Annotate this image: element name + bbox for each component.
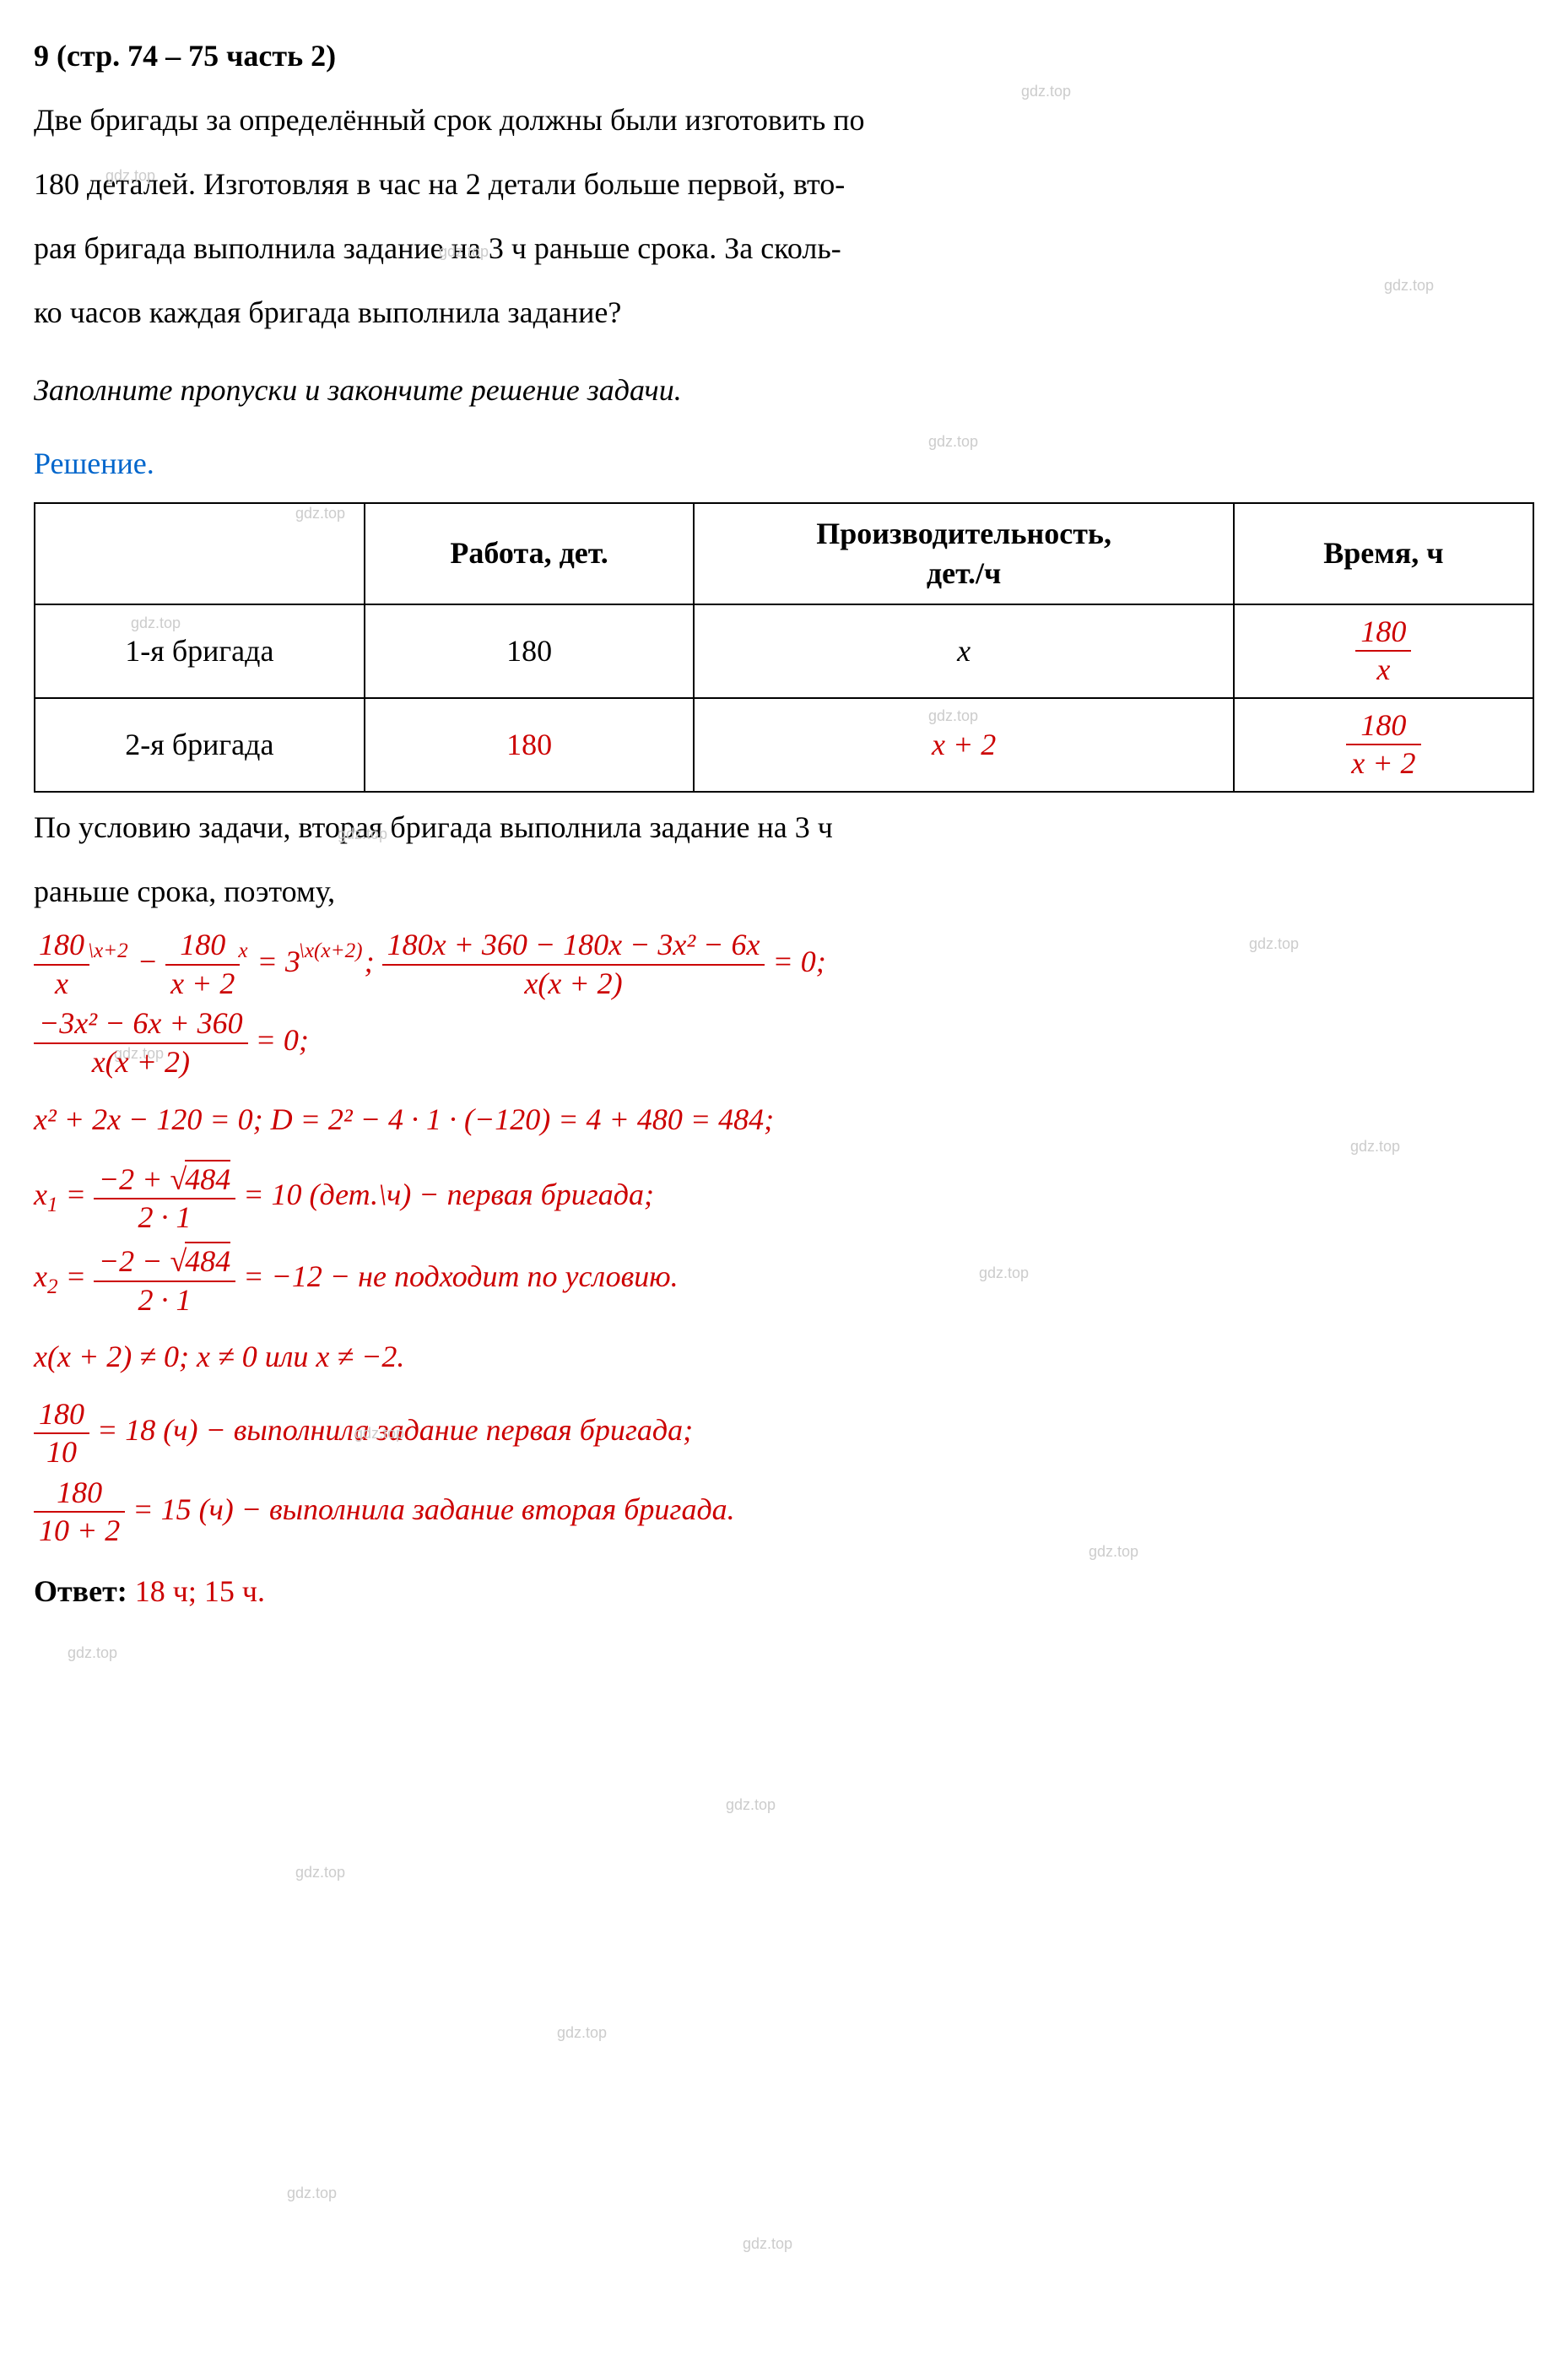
sqrt-icon: 484 [170,1242,230,1279]
eq7-num: 180 [34,1398,89,1435]
watermark-text: gdz.top [726,1790,776,1820]
problem-number: 9 (стр. 74 – 75 часть 2) [34,25,1534,86]
eq2-num: −3x² − 6x + 360 [34,1007,248,1044]
eq4-sub: 1 [47,1194,58,1216]
eq2-den: x(x + 2) [34,1044,248,1080]
row1-rate: x [694,604,1233,698]
eq1-frac2-den: x + 2 [165,966,240,1001]
table-row: 1-я бригада 180 x 180 x [35,604,1533,698]
eq4-eq: = [66,1178,94,1211]
eq1-frac1-num: 180 [34,929,89,966]
problem-text-4: ко часов каждая бригада выполнила задани… [34,282,1534,343]
eq8-result: = 15 (ч) − выполнила задание вторая бриг… [132,1492,734,1526]
eq4-result: = 10 (дет.\ч) − первая бригада; [243,1178,654,1211]
eq1-frac3-num: 180x + 360 − 180x − 3x² − 6x [382,929,765,966]
watermark-text: gdz.top [287,2178,337,2208]
solution-label: Решение. [34,433,1534,494]
row2-rate: x + 2 [694,698,1233,792]
eq5-sub: 2 [47,1275,58,1298]
eq1-sup1: \x+2 [88,939,128,962]
watermark-text: gdz.top [68,1638,117,1668]
eq5-result: = −12 − не подходит по условию. [243,1259,678,1293]
eq7-frac: 180 10 [34,1398,89,1470]
eq8-frac: 180 10 + 2 [34,1476,125,1548]
sqrt-icon: 484 [170,1160,230,1197]
eq7-result: = 18 (ч) − выполнила задание первая бриг… [97,1413,693,1447]
answer-line: Ответ: 18 ч; 15 ч. [34,1561,1534,1622]
eq4-sqrt: 484 [185,1160,230,1197]
row2-work: 180 [365,698,695,792]
table-row: 2-я бригада 180 x + 2 180 x + 2 [35,698,1533,792]
row1-time-frac: 180 x [1355,615,1411,687]
eq1-sup2: x [238,939,247,962]
eq1-frac2-num: 180 [165,929,240,966]
eq4-num: −2 + 484 [94,1160,235,1200]
watermark-text: gdz.top [743,2228,792,2259]
eq5-den: 2 · 1 [94,1282,235,1318]
table-header-0 [35,503,365,604]
page-root: gdz.topgdz.topgdz.topgdz.topgdz.topgdz.t… [34,25,1534,1622]
eq4-x: x [34,1178,47,1211]
post-table-1: По условию задачи, вторая бригада выполн… [34,797,1534,858]
eq8-num: 180 [34,1476,125,1513]
instruction-text: Заполните пропуски и закончите решение з… [34,360,1534,420]
equation-1: 180 x \x+2 − 180 x + 2 x = 3\x(x+2); 180… [34,929,1534,1000]
eq2-frac: −3x² − 6x + 360 x(x + 2) [34,1007,248,1079]
eq8-den: 10 + 2 [34,1513,125,1548]
row2-label: 2-я бригада [35,698,365,792]
table-header-2-l1: Производительность, [816,517,1111,550]
eq5-sqrt: 484 [185,1242,230,1279]
table-header-row: Работа, дет. Производительность, дет./ч В… [35,503,1533,604]
row1-work: 180 [365,604,695,698]
eq5-frac: −2 − 484 2 · 1 [94,1242,235,1317]
eq1-sup3: \x(x+2) [299,939,363,962]
eq7-den: 10 [34,1434,89,1470]
table-header-2-l2: дет./ч [927,556,1001,590]
row1-label: 1-я бригада [35,604,365,698]
eq5-num-plain: −2 − [99,1244,170,1278]
row2-time-den: x + 2 [1346,745,1420,781]
eq4-frac: −2 + 484 2 · 1 [94,1160,235,1235]
eq1-frac2: 180 x + 2 [165,929,240,1000]
watermark-text: gdz.top [557,2017,607,2048]
problem-text-1: Две бригады за определённый срок должны … [34,89,1534,150]
eq1-end: = 0; [772,945,825,978]
eq1-frac3: 180x + 360 − 180x − 3x² − 6x x(x + 2) [382,929,765,1000]
equation-3: x² + 2x − 120 = 0; D = 2² − 4 · 1 · (−12… [34,1086,1534,1153]
post-table-2: раньше срока, поэтому, [34,861,1534,922]
row2-time-num: 180 [1346,709,1420,746]
row2-time: 180 x + 2 [1234,698,1533,792]
table-header-3: Время, ч [1234,503,1533,604]
problem-text-2: 180 деталей. Изготовляя в час на 2 детал… [34,154,1534,214]
eq1-eq: = 3 [257,945,300,978]
watermark-text: gdz.top [295,1857,345,1887]
eq1-minus: − [138,945,165,978]
eq1-frac3-den: x(x + 2) [382,966,765,1001]
eq5-eq: = [66,1259,94,1293]
answer-value: 18 ч; 15 ч. [135,1574,265,1608]
answer-label: Ответ: [34,1574,135,1608]
eq1-frac1: 180 x [34,929,89,1000]
equation-6: x(x + 2) ≠ 0; x ≠ 0 или x ≠ −2. [34,1324,1534,1390]
eq1-semi: ; [365,945,382,978]
equation-8: 180 10 + 2 = 15 (ч) − выполнила задание … [34,1476,1534,1548]
solution-table: Работа, дет. Производительность, дет./ч В… [34,502,1534,793]
row2-time-frac: 180 x + 2 [1346,709,1420,781]
problem-text-3: рая бригада выполнила задание на 3 ч ран… [34,218,1534,279]
row1-time-num: 180 [1355,615,1411,652]
eq5-num: −2 − 484 [94,1242,235,1282]
row1-time: 180 x [1234,604,1533,698]
eq1-frac1-den: x [34,966,89,1001]
row1-time-den: x [1355,652,1411,687]
eq5-x: x [34,1259,47,1293]
eq4-num-plain: −2 + [99,1162,170,1196]
equation-4: x1 = −2 + 484 2 · 1 = 10 (дет.\ч) − перв… [34,1160,1534,1235]
equation-7: 180 10 = 18 (ч) − выполнила задание перв… [34,1397,1534,1469]
equation-2: −3x² − 6x + 360 x(x + 2) = 0; [34,1007,1534,1079]
eq2-end: = 0; [256,1023,309,1057]
table-header-1: Работа, дет. [365,503,695,604]
eq4-den: 2 · 1 [94,1199,235,1235]
equation-5: x2 = −2 − 484 2 · 1 = −12 − не подходит … [34,1242,1534,1317]
table-header-2: Производительность, дет./ч [694,503,1233,604]
